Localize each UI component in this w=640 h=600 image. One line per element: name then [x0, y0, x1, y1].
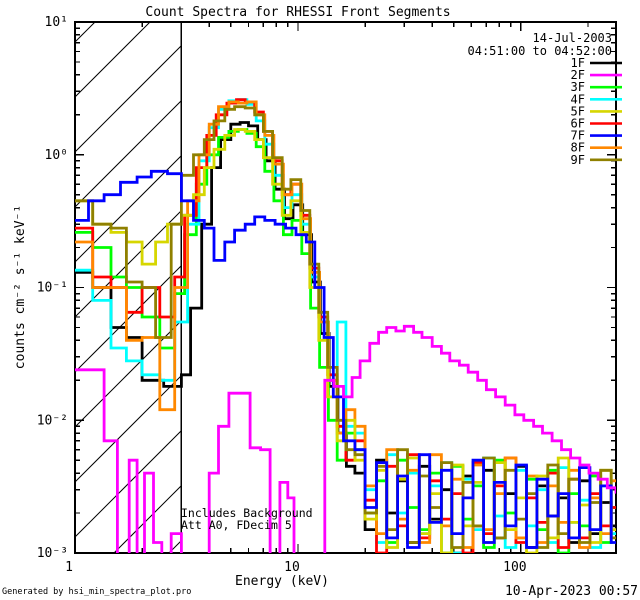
- hatch-line: [75, 100, 182, 208]
- generated-by-text: Generated by hsi_min_spectra_plot.pro: [2, 587, 191, 597]
- annotation-attenuator: Att A0, FDecim 5: [181, 518, 292, 532]
- y-tick-label-1: 10⁰: [45, 148, 68, 163]
- legend-label-9f: 9F: [571, 153, 585, 167]
- y-axis-title: counts cm⁻² s⁻¹ keV⁻¹: [13, 205, 28, 369]
- legend-label-2f: 2F: [571, 68, 585, 82]
- x-tick-label-100: 100: [503, 560, 526, 575]
- y-tick-label-0.1: 10⁻¹: [37, 281, 68, 296]
- axis-tick-labels: 1 10 100 10¹ 10⁰ 10⁻¹ 10⁻² 10⁻³: [37, 15, 527, 575]
- hatch-line: [75, 210, 182, 318]
- chart-title: Count Spectra for RHESSI Front Segments: [145, 5, 450, 20]
- observation-date: 14-Jul-2003: [533, 31, 612, 45]
- legend-label-7f: 7F: [571, 129, 585, 143]
- x-tick-label-1: 1: [65, 560, 73, 575]
- x-axis-title: Energy (keV): [235, 574, 329, 589]
- observation-time-range: 04:51:00 to 04:52:00: [468, 44, 613, 58]
- series-curve-7f: [75, 169, 616, 549]
- legend-label-8f: 8F: [571, 141, 585, 155]
- series-curve-9f: [75, 105, 616, 549]
- hatch-line: [75, 265, 182, 373]
- legend-label-3f: 3F: [571, 80, 585, 94]
- y-tick-label-0.001: 10⁻³: [37, 546, 68, 561]
- spectra-curves: [75, 98, 616, 553]
- legend-label-6f: 6F: [571, 117, 585, 131]
- legend-label-5f: 5F: [571, 104, 585, 118]
- legend-label-1f: 1F: [571, 56, 585, 70]
- y-tick-label-0.01: 10⁻²: [37, 413, 68, 428]
- legend-label-4f: 4F: [571, 92, 585, 106]
- hatch-line: [75, 22, 151, 98]
- hatch-line: [75, 45, 182, 153]
- hatch-line: [75, 375, 182, 483]
- hatch-line: [75, 22, 96, 43]
- series-curve-2f: [75, 324, 616, 553]
- y-tick-label-10: 10¹: [45, 15, 68, 30]
- annotation-background: Includes Background: [181, 506, 313, 520]
- x-tick-label-10: 10: [284, 560, 300, 575]
- print-timestamp: 10-Apr-2023 00:57: [505, 584, 638, 599]
